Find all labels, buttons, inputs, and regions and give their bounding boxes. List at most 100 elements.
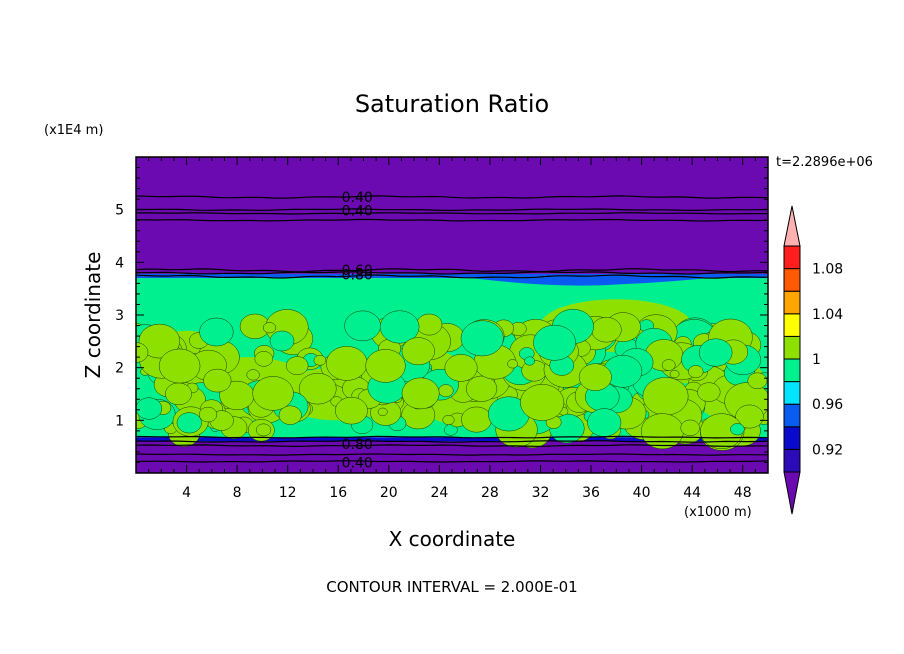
speckle [377, 407, 388, 417]
region-band-3 [136, 273, 768, 279]
colorbar-box [783, 403, 801, 428]
speckle [533, 324, 576, 361]
contour-label-3: 0.80 [342, 267, 373, 283]
y-units-label: (x1E4 m) [44, 123, 103, 138]
contour-line-4 [136, 268, 768, 273]
speckle [138, 323, 181, 359]
colorbar-box [783, 245, 801, 270]
colorbar-box [783, 335, 801, 360]
speckle [313, 355, 327, 366]
speckle [298, 372, 337, 405]
speckle [401, 377, 440, 410]
speckle [747, 372, 768, 390]
x-tick-label: 32 [532, 485, 550, 501]
speckle [688, 365, 704, 379]
speckle [587, 408, 622, 437]
contour-line-9 [136, 444, 768, 448]
contour-line-3 [136, 218, 768, 222]
speckle [591, 317, 622, 343]
speckle [680, 419, 700, 436]
speckle [507, 359, 519, 369]
speckle [365, 349, 406, 383]
x-units-label: (x1000 m) [684, 505, 752, 520]
speckle [442, 414, 455, 426]
x-tick-label: 28 [481, 485, 499, 501]
speckle [444, 354, 478, 382]
speckle [246, 369, 260, 381]
contour-line-5 [136, 271, 768, 275]
contour-line-2 [136, 212, 768, 215]
speckle [176, 412, 202, 434]
speckle [730, 423, 745, 436]
contour-line-7 [136, 435, 768, 439]
colorbar-label: 1.08 [812, 262, 843, 278]
colorbar-box [783, 426, 801, 450]
contour-line-1 [136, 208, 768, 212]
speckle [252, 376, 294, 411]
speckle [326, 346, 368, 381]
speckle [698, 338, 733, 367]
speckle [661, 359, 676, 371]
x-tick-label: 20 [380, 485, 398, 501]
x-tick-label: 40 [633, 485, 651, 501]
y-tick-label: 1 [115, 413, 124, 429]
speckle [269, 330, 295, 352]
speckle [136, 397, 163, 420]
region-band-4 [136, 157, 768, 274]
speckle [278, 405, 302, 425]
contour-label-0: 0.40 [342, 190, 373, 206]
colorbar-label: 0.92 [812, 442, 843, 458]
y-tick-label: 2 [115, 361, 124, 377]
speckle [520, 384, 565, 421]
speckle [401, 337, 435, 366]
plot-area [136, 157, 768, 473]
x-tick-label: 36 [582, 485, 600, 501]
speckle [735, 404, 764, 429]
colorbar-label: 0.96 [812, 397, 843, 413]
speckle [286, 356, 309, 376]
contour-line-6 [136, 274, 768, 279]
x-tick-label: 8 [233, 485, 242, 501]
contour-label-2: 0.60 [342, 263, 373, 279]
y-tick-label: 4 [115, 255, 124, 271]
colorbar-box [783, 448, 801, 473]
speckle [203, 368, 232, 393]
speckle [158, 348, 201, 384]
x-tick-label: 48 [734, 485, 752, 501]
speckle [640, 413, 684, 450]
chart-title: Saturation Ratio [355, 90, 549, 118]
contour-line-11 [136, 460, 768, 463]
speckle [344, 310, 381, 342]
x-tick-label: 24 [430, 485, 448, 501]
contour-label-1: 0.40 [342, 204, 373, 220]
contour-line-0 [136, 195, 768, 199]
speckle [669, 369, 680, 379]
colorbar-label: 1.04 [812, 307, 843, 323]
speckle [461, 406, 492, 433]
x-axis: 4 8 12 16 20 24 28 32 36 40 44 48 [148, 157, 756, 501]
colorbar-label: 1 [812, 352, 821, 368]
colorbar-box [783, 358, 801, 383]
speckle [416, 313, 443, 336]
speckle [465, 375, 498, 402]
speckle [335, 396, 368, 425]
speckle [165, 382, 192, 406]
contour-interval-label: CONTOUR INTERVAL = 2.000E-01 [326, 578, 577, 596]
colorbar-min-triangle [783, 471, 801, 515]
speckle [642, 377, 689, 416]
region-band-1 [136, 437, 768, 442]
low-ratio-dip [464, 277, 718, 286]
colorbar-max-triangle [783, 205, 801, 247]
colorbar-box [783, 268, 801, 292]
x-tick-label: 16 [329, 485, 347, 501]
speckle [697, 382, 721, 402]
y-tick-label: 5 [115, 203, 124, 219]
contour-labels: 0.400.400.600.800.800.40 [342, 190, 373, 471]
colorbar-box [783, 381, 801, 405]
speckle [254, 351, 274, 367]
speckle [262, 322, 277, 334]
contour-label-5: 0.40 [342, 455, 373, 471]
speckle [199, 317, 234, 347]
speckle [578, 363, 612, 391]
speckle [524, 356, 536, 366]
